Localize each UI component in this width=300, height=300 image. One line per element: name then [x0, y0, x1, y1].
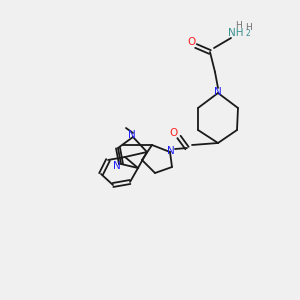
Text: 2: 2	[246, 28, 251, 38]
Text: H: H	[236, 20, 242, 29]
Text: N: N	[214, 87, 222, 97]
Text: N: N	[128, 130, 136, 140]
Text: O: O	[169, 128, 177, 138]
Text: N: N	[167, 146, 175, 156]
Text: O: O	[187, 37, 195, 47]
Text: H: H	[246, 23, 252, 32]
Text: N: N	[113, 161, 121, 171]
Text: NH: NH	[228, 28, 244, 38]
